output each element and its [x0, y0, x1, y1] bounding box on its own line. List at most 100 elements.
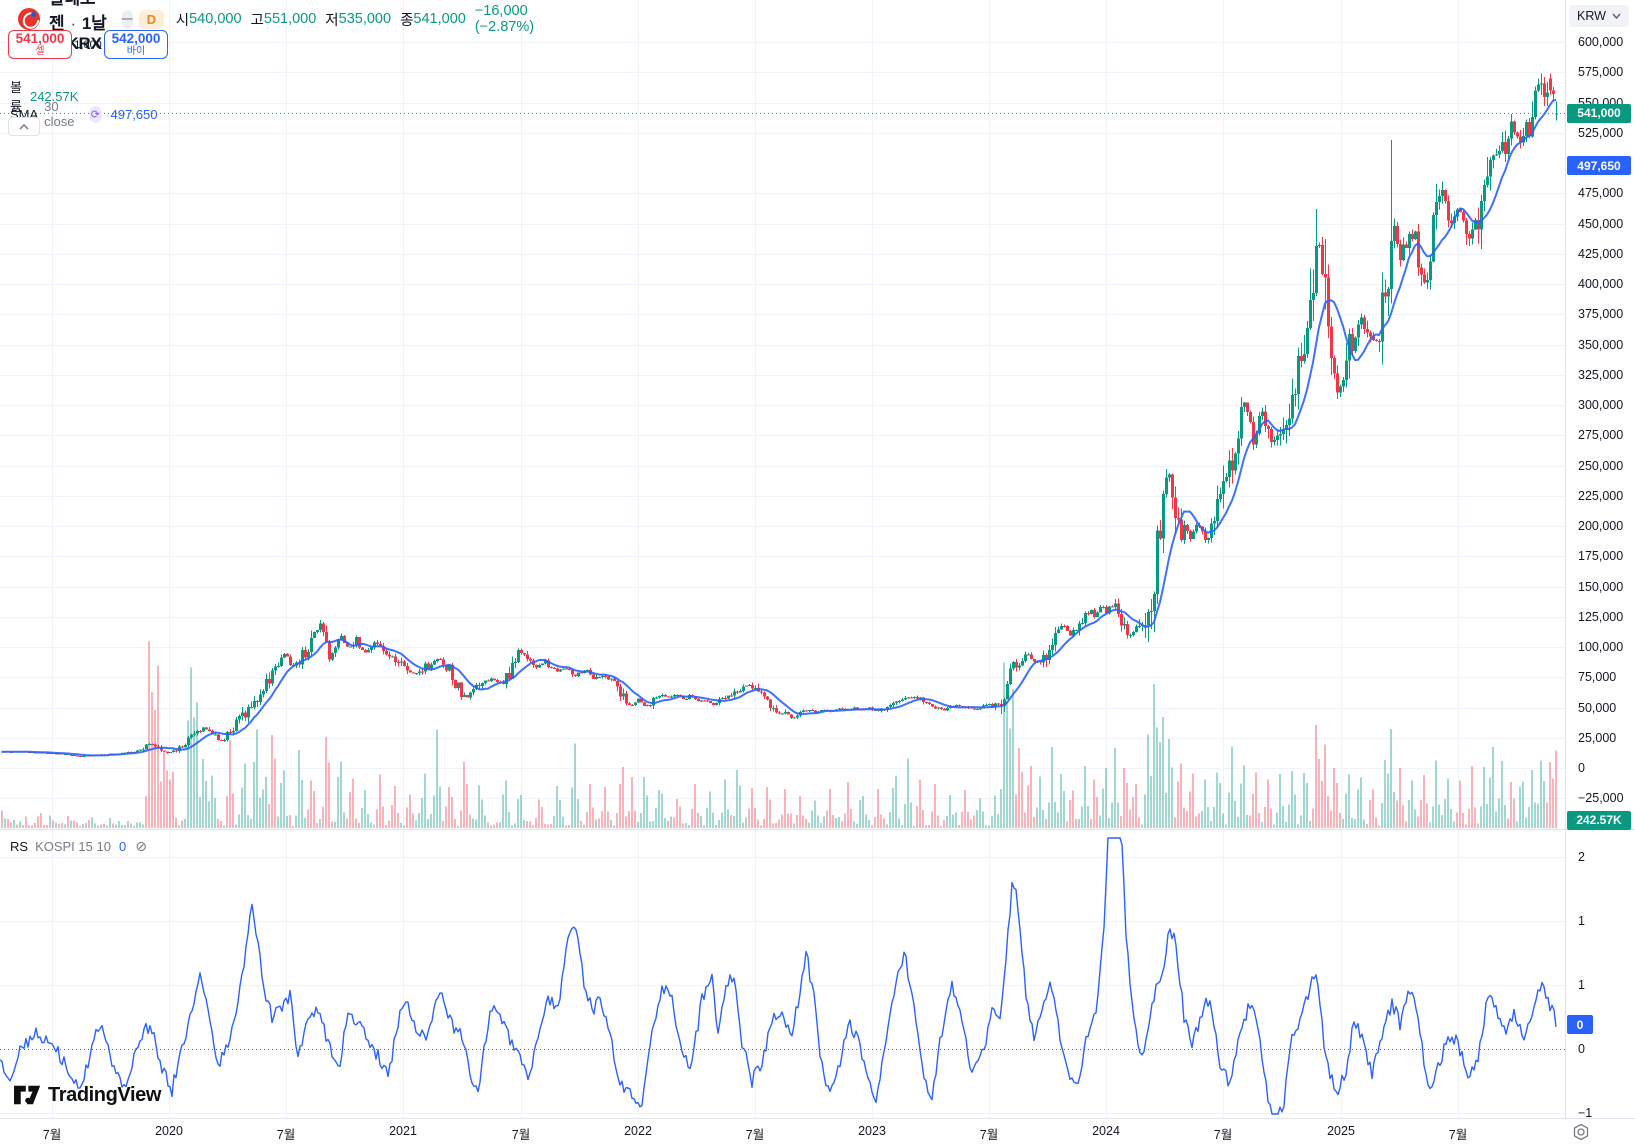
close-value: 541,000	[413, 11, 466, 27]
timeframe[interactable]: 1날	[81, 14, 107, 33]
price-tick-label: 25,000	[1578, 730, 1617, 745]
time-axis-label: 7월	[42, 1128, 62, 1142]
time-axis-label: 7월	[745, 1128, 765, 1142]
price-tick-label: −25,000	[1578, 791, 1624, 806]
price-tick-label: 375,000	[1578, 307, 1624, 322]
time-axis-label: 2024	[1092, 1124, 1120, 1138]
chevron-up-icon	[19, 123, 29, 130]
price-tick-label: 400,000	[1578, 277, 1624, 291]
change-value: −16,000 (−2.87%)	[474, 3, 535, 35]
sma-sync-icon[interactable]: ⟳	[89, 105, 102, 123]
volume-bars	[1, 641, 1557, 828]
rs-value: 0	[118, 839, 127, 854]
spread-value: 1,000	[74, 38, 102, 51]
price-tick-label: 100,000	[1578, 640, 1624, 654]
sma-params: 30 close	[44, 99, 75, 129]
time-axis-label: 2023	[858, 1124, 886, 1138]
rs-tick-label: 0	[1578, 1042, 1585, 1056]
symbol-name[interactable]: 알테오젠	[49, 0, 96, 33]
symbol-logo-icon	[18, 8, 43, 33]
currency-selector[interactable]: KRW	[1569, 5, 1629, 27]
minus-icon: —	[121, 13, 133, 25]
volume-legend[interactable]: 볼륨 242.57K	[10, 77, 78, 115]
price-tick-label: 225,000	[1578, 488, 1624, 503]
time-axis-label: 7월	[979, 1128, 999, 1142]
price-tick-label: 150,000	[1578, 579, 1624, 594]
sell-button[interactable]: 541,000 셀	[8, 30, 72, 59]
currency-label: KRW	[1577, 9, 1606, 23]
rs-tick-label: −1	[1578, 1106, 1593, 1120]
buy-button[interactable]: 542,000 바이	[104, 30, 168, 59]
price-tick-label: 350,000	[1578, 337, 1624, 352]
price-tick-label: 525,000	[1578, 125, 1624, 140]
price-tick-label: 275,000	[1578, 428, 1624, 443]
price-tick-label: 200,000	[1578, 519, 1624, 533]
ohlc-row: 시 540,000 고 551,000 저 535,000 종 541,000 −16,…	[176, 3, 534, 35]
last-price-badge: 541,000	[1567, 103, 1631, 123]
open-value: 540,000	[189, 11, 242, 27]
tradingview-logo[interactable]: TradingView	[14, 1083, 161, 1107]
price-tick-label: 125,000	[1578, 609, 1624, 624]
high-value: 551,000	[263, 11, 317, 27]
candlesticks	[1, 73, 1558, 757]
price-tick-label: 325,000	[1578, 367, 1624, 382]
price-tick-label: 50,000	[1578, 700, 1617, 715]
collapse-legend-button[interactable]	[8, 117, 40, 136]
symbol-title[interactable]: 알테오젠·1날·KRX	[49, 0, 110, 54]
time-axis[interactable]: 7월 2020 7월 2021 7월 2022 7월 2023 7월 2024 7월 2025 7월	[0, 1119, 1635, 1148]
gridlines	[0, 0, 1565, 1118]
rs-params: KOSPI 15 10	[35, 839, 111, 854]
exchange-name[interactable]: KRX	[66, 34, 102, 53]
time-axis-label: 7월	[276, 1128, 296, 1142]
eye-off-icon[interactable]: ⊘	[135, 838, 147, 854]
time-axis-label: 2021	[389, 1124, 417, 1138]
time-axis-label: 2022	[624, 1124, 652, 1138]
price-tick-label: 300,000	[1578, 398, 1624, 412]
volume-value: 242.57K	[29, 88, 79, 104]
price-tick-label: 0	[1578, 761, 1585, 775]
rs-label: RS	[10, 839, 29, 854]
price-tick-label: 475,000	[1578, 186, 1624, 201]
symbol-menu-button[interactable]: —	[121, 9, 133, 29]
time-axis-label: 7월	[1448, 1128, 1468, 1142]
interval-badge[interactable]: D	[138, 9, 164, 29]
sell-label: 셀	[35, 46, 45, 58]
price-tick-label: 250,000	[1578, 458, 1624, 473]
rs-tick-label: 2	[1578, 850, 1585, 864]
price-axis[interactable]: KRW 600,000 575,000 550,000 525,000 475,000 4…	[1566, 0, 1635, 1148]
time-axis-label: 2025	[1327, 1124, 1355, 1138]
sell-price: 541,000	[15, 30, 65, 46]
open-label: 시	[175, 12, 190, 29]
price-tick-label: 600,000	[1578, 35, 1624, 49]
rs-indicator-legend[interactable]: RS KOSPI 15 10 0 ⊘	[10, 838, 147, 855]
rs-tick-label: 1	[1578, 914, 1585, 928]
volume-label: 볼륨	[10, 80, 22, 114]
low-label: 저	[325, 12, 339, 29]
sma-line	[1, 98, 1557, 757]
price-tick-label: 175,000	[1578, 549, 1624, 564]
rs-value-badge: 0	[1567, 1015, 1593, 1035]
title-separator: ·	[70, 14, 76, 33]
volume-value-badge: 242.57K	[1567, 810, 1631, 830]
price-tick-label: 450,000	[1578, 216, 1624, 231]
trade-panel: 541,000 셀 1,000 542,000 바이	[8, 30, 168, 59]
buy-price: 542,000	[111, 30, 161, 46]
rs-line	[0, 837, 1557, 1115]
tradingview-wordmark: TradingView	[48, 1083, 162, 1106]
time-axis-label: 7월	[1213, 1128, 1233, 1142]
chevron-down-icon	[1612, 13, 1621, 19]
rs-tick-label: 1	[1578, 978, 1585, 992]
high-label: 고	[250, 12, 264, 29]
close-label: 종	[400, 12, 414, 29]
time-axis-label: 7월	[511, 1128, 531, 1142]
tradingview-glyph-icon	[14, 1085, 41, 1105]
low-value: 535,000	[338, 11, 392, 27]
sma-value: 497,650	[110, 106, 158, 122]
settings-gear-icon[interactable]	[1572, 1123, 1590, 1141]
price-tick-label: 425,000	[1578, 246, 1624, 261]
time-axis-label: 2020	[155, 1124, 183, 1138]
buy-label: 바이	[126, 46, 146, 58]
sma-value-badge: 497,650	[1567, 156, 1631, 176]
